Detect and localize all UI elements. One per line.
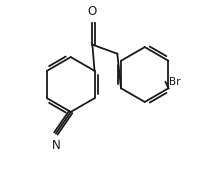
Text: O: O: [88, 5, 97, 18]
Text: N: N: [52, 139, 60, 152]
Text: Br: Br: [169, 77, 180, 87]
